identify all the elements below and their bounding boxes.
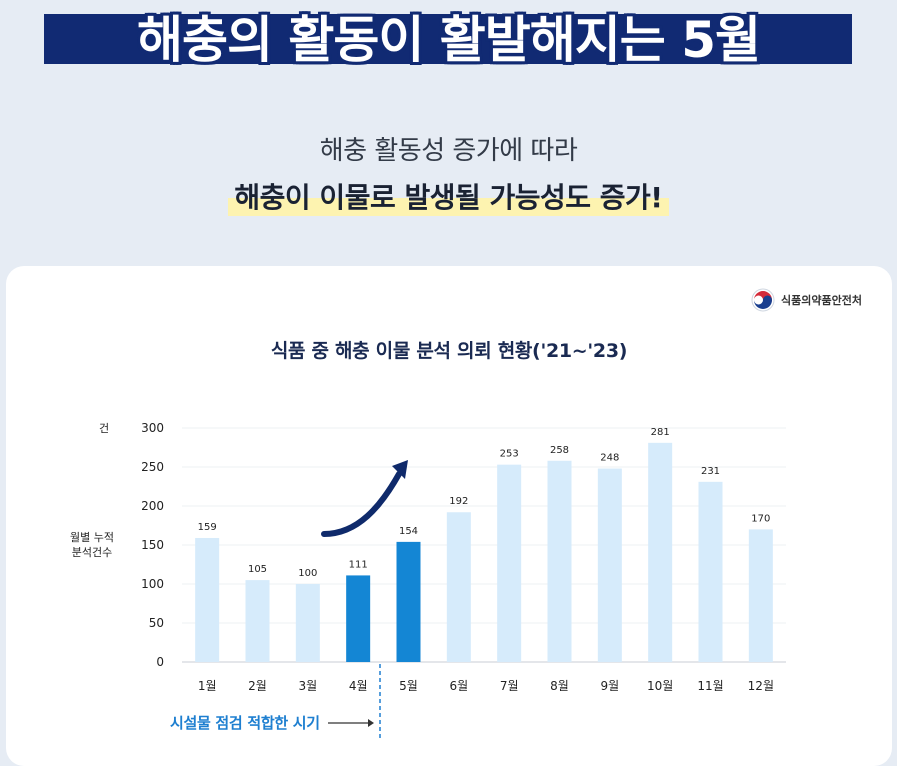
- data-label: 154: [399, 526, 418, 537]
- data-label: 281: [651, 427, 670, 438]
- y-unit-label: 건: [99, 422, 109, 435]
- page-title: 해충의 활동이 활발해지는 5월: [136, 11, 761, 69]
- bar-7: [497, 464, 522, 662]
- data-label: 192: [449, 496, 468, 507]
- x-tick-label: 4월: [349, 679, 368, 693]
- title-band: [44, 14, 852, 64]
- y-tick-label: 150: [141, 538, 164, 552]
- bar-11: [698, 481, 723, 662]
- bar-6: [446, 512, 471, 662]
- data-label: 258: [550, 445, 569, 456]
- bar-4: [346, 575, 371, 662]
- x-tick-label: 11월: [697, 679, 723, 693]
- x-tick-label: 1월: [198, 679, 217, 693]
- subtitle-line-1: 해충 활동성 증가에 따라: [319, 136, 578, 166]
- bar-chart: 0 50 100 150 200 250 300 건 월별 누적 분석건수 159 105 10…: [70, 421, 786, 740]
- bar-9: [597, 468, 622, 662]
- chart-title: 식품 중 해충 이물 분석 의뢰 현황('21~'23): [270, 340, 628, 362]
- bar-12: [748, 529, 773, 662]
- x-tick-label: 6월: [449, 679, 468, 693]
- grid-lines: [182, 427, 786, 663]
- data-label: 111: [349, 559, 368, 570]
- trend-arrow-icon: [321, 471, 402, 537]
- bar-1: [195, 537, 220, 662]
- y-tick-label: 0: [156, 655, 164, 669]
- bar-5: [396, 541, 421, 662]
- y-axis-label-line-2: 분석건수: [72, 546, 112, 559]
- data-label: 105: [248, 564, 267, 575]
- x-tick-label: 5월: [399, 679, 418, 693]
- annotation-arrowhead-icon: [368, 719, 374, 727]
- x-tick-label: 2월: [248, 679, 267, 693]
- x-tick-label: 8월: [550, 679, 569, 693]
- data-label: 159: [198, 522, 217, 533]
- org-logo-group: 식품의약품안전처: [751, 288, 862, 312]
- x-tick-label: 9월: [600, 679, 619, 693]
- bar-3: [295, 584, 320, 662]
- bar-2: [245, 580, 270, 662]
- x-tick-label: 7월: [500, 679, 519, 693]
- trend-arrowhead-icon: [392, 460, 408, 479]
- y-axis-label-line-1: 월별 누적: [70, 531, 114, 544]
- data-label: 253: [500, 449, 519, 460]
- y-tick-label: 200: [141, 499, 164, 513]
- data-label: 170: [751, 513, 770, 524]
- y-axis-ticks: 0 50 100 150 200 250 300: [141, 421, 164, 669]
- x-tick-label: 3월: [298, 679, 317, 693]
- x-axis-ticks: 1월 2월 3월 4월 5월 6월 7월 8월 9월 10월 11월 12월: [198, 679, 774, 693]
- bar-8: [547, 460, 572, 662]
- x-tick-label: 12월: [748, 679, 774, 693]
- y-tick-label: 50: [149, 616, 164, 630]
- y-tick-label: 300: [141, 421, 164, 435]
- subtitle-line-2-wrap: 해충이 이물로 발생될 가능성도 증가!: [0, 176, 897, 216]
- data-label: 100: [298, 568, 317, 579]
- bar-10: [648, 442, 673, 662]
- org-name: 식품의약품안전처: [781, 294, 862, 307]
- data-label: 248: [600, 453, 619, 464]
- subtitle-line-2: 해충이 이물로 발생될 가능성도 증가!: [228, 176, 669, 216]
- annotation-text: 시설물 점검 적합한 시기: [170, 714, 320, 732]
- taegeuk-logo-icon: [751, 288, 775, 312]
- y-tick-label: 100: [141, 577, 164, 591]
- y-tick-label: 250: [141, 460, 164, 474]
- x-tick-label: 10월: [647, 679, 673, 693]
- data-labels: 159 105 100 111 154 192 253 258 248 281 231 170: [198, 427, 771, 579]
- bars: [195, 442, 773, 662]
- chart-card: 식품의약품안전처 식품 중 해충 이물 분석 의뢰 현황('21~'23) 0 5…: [6, 266, 892, 766]
- data-label: 231: [701, 466, 720, 477]
